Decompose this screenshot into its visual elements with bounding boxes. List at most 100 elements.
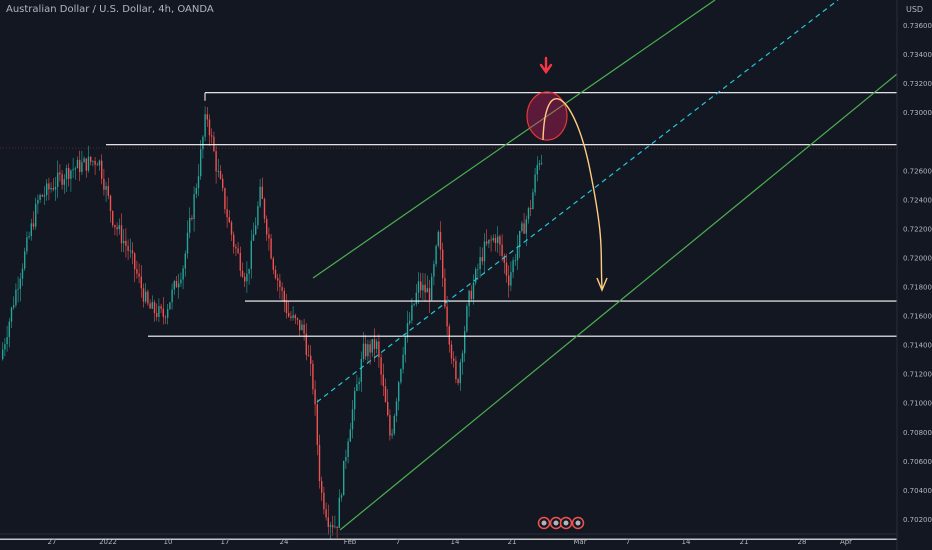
candle-body: [246, 273, 248, 282]
candle-body: [19, 278, 21, 289]
candle-body: [171, 289, 173, 303]
candle-body: [307, 354, 310, 356]
candle-body: [200, 149, 202, 177]
candle-body: [224, 188, 226, 210]
candle-body: [318, 444, 321, 482]
candle-body: [140, 276, 142, 289]
candle-body: [149, 303, 151, 309]
candle-body: [85, 158, 87, 171]
price-tick-label: 0.71600: [903, 313, 932, 321]
candle-body: [367, 344, 369, 357]
candle-body: [479, 257, 481, 269]
price-tick-label: 0.70800: [903, 429, 932, 437]
candle-body: [107, 186, 109, 196]
candle-body: [314, 389, 316, 405]
candle-body: [74, 168, 76, 170]
candle-body: [301, 324, 303, 331]
candle-body: [424, 284, 426, 293]
candle-body: [274, 269, 277, 279]
price-tick-label: 0.71200: [903, 371, 932, 379]
candle-body: [343, 460, 345, 496]
candle-body: [310, 355, 312, 364]
candle-body: [373, 339, 376, 349]
candle-body: [525, 219, 527, 234]
candle-body: [362, 343, 365, 360]
candle-body: [219, 170, 222, 179]
projection-curve: [542, 98, 603, 289]
candle-body: [433, 264, 435, 277]
candle-body: [272, 258, 274, 270]
candle-body: [444, 278, 446, 307]
price-tick-label: 0.72400: [903, 196, 932, 204]
candle-body: [384, 386, 387, 403]
candle-body: [530, 207, 532, 210]
candle-body: [477, 268, 479, 270]
candle-body: [428, 288, 431, 301]
candle-body: [175, 281, 178, 288]
candle-body: [189, 217, 191, 233]
candle-body: [391, 433, 393, 436]
candle-body: [211, 135, 213, 137]
time-tick-label: 27: [48, 538, 57, 546]
price-tick-label: 0.71400: [903, 342, 932, 350]
candle-body: [332, 525, 334, 528]
candle-body: [241, 270, 244, 277]
candle-body: [94, 161, 96, 165]
candle-body: [263, 198, 266, 219]
candlestick-series: [2, 106, 543, 540]
candle-body: [389, 415, 391, 436]
candle-body: [178, 283, 180, 288]
candle-body: [24, 251, 26, 269]
price-tick-label: 0.70600: [903, 458, 932, 466]
time-tick-label: Apr: [840, 538, 852, 546]
candle-body: [281, 287, 283, 291]
candle-body: [409, 320, 411, 324]
candle-body: [180, 279, 182, 284]
projection-arrowhead: [596, 277, 608, 292]
candle-body: [334, 526, 336, 528]
candle-body: [288, 313, 290, 317]
candle-body: [43, 195, 46, 197]
candle-body: [222, 178, 224, 189]
candle-body: [142, 288, 145, 302]
candle-body: [13, 305, 15, 308]
candle-body: [48, 183, 50, 190]
candle-body: [136, 269, 138, 274]
candle-body: [277, 278, 279, 281]
candle-body: [422, 284, 424, 291]
candle-body: [285, 301, 288, 314]
channel-upper-line: [312, 0, 716, 279]
candle-body: [114, 225, 116, 228]
time-tick-label: 17: [221, 538, 230, 546]
candle-body: [541, 162, 543, 164]
candle-body: [160, 306, 162, 309]
candle-body: [235, 246, 237, 249]
candle-body: [123, 240, 125, 244]
candle-body: [15, 289, 17, 306]
candle-body: [497, 236, 499, 244]
candle-body: [169, 302, 171, 310]
price-tick-label: 0.73600: [903, 22, 932, 30]
candle-body: [483, 241, 486, 262]
candle-body: [4, 344, 6, 350]
candle-body: [455, 360, 457, 380]
annotations: [526, 56, 608, 292]
candle-body: [147, 291, 149, 304]
price-tick-label: 0.70400: [903, 487, 932, 495]
candle-body: [129, 250, 131, 252]
time-tick-label: 14: [682, 538, 691, 546]
candle-body: [472, 282, 475, 300]
price-tick-label: 0.73200: [903, 80, 932, 88]
candle-body: [481, 257, 483, 262]
candle-body: [230, 222, 233, 235]
candle-body: [46, 183, 48, 196]
economic-event-dot: [563, 520, 569, 526]
candle-body: [252, 234, 255, 241]
candle-body: [54, 186, 57, 190]
candle-body: [360, 359, 362, 382]
time-axis[interactable]: 27 2022 10 17 24 Feb 7 14 21 Mar 7 14 21 28 Apr: [48, 538, 853, 546]
candle-body: [279, 280, 281, 288]
candle-body: [411, 304, 413, 321]
